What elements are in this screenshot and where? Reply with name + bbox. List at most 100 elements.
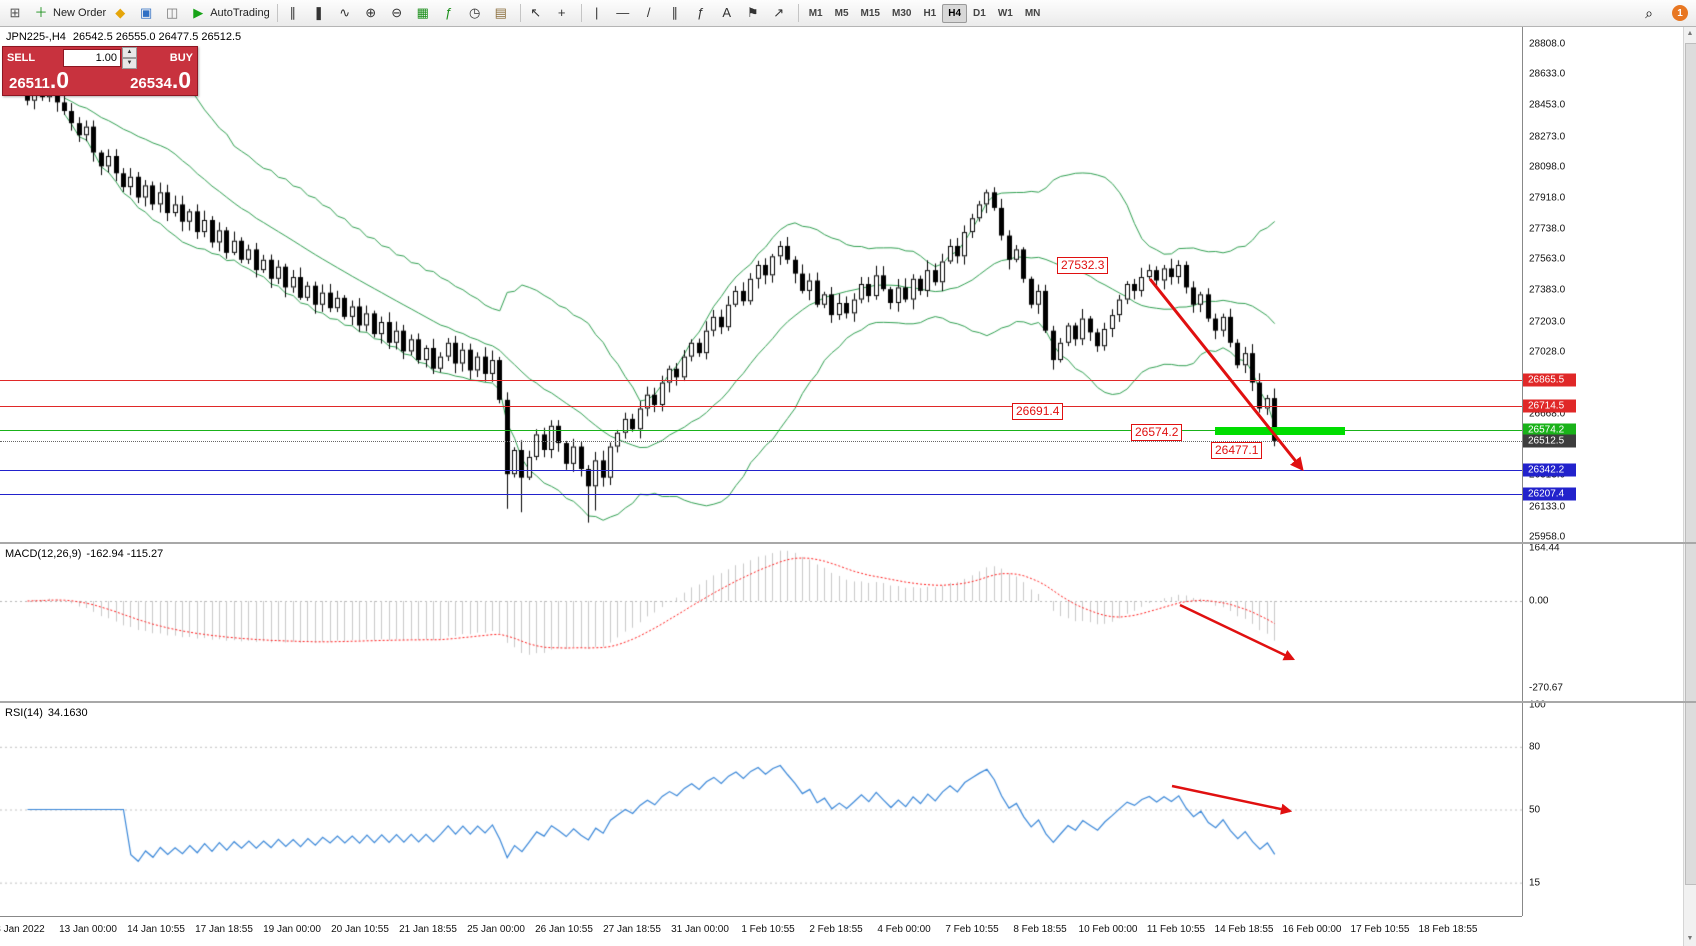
metaeditor-icon: ◆ <box>115 5 126 20</box>
time-axis-label: 2 Feb 18:55 <box>809 924 863 935</box>
price-annotation-label[interactable]: 27532.3 <box>1057 257 1109 274</box>
indicators-button[interactable]: ƒ <box>438 2 464 24</box>
price-trend-arrow[interactable] <box>1148 278 1304 472</box>
price-annotation-label[interactable]: 26691.4 <box>1012 403 1064 420</box>
timeframe-h4[interactable]: H4 <box>942 3 968 23</box>
zoom-in-button[interactable]: ⊕ <box>360 2 386 24</box>
tile-windows-button[interactable]: ▦ <box>412 2 438 24</box>
rsi-label: RSI(14) 34.1630 <box>5 707 93 719</box>
metaeditor-button[interactable]: ◆ <box>109 2 135 24</box>
timeframe-w1[interactable]: W1 <box>997 7 1013 19</box>
time-axis-label: 7 Feb 10:55 <box>945 924 999 935</box>
arrows-button[interactable]: ↗ <box>768 2 794 24</box>
horizontal-level-line[interactable] <box>0 406 1522 407</box>
trend-line-button[interactable]: / <box>638 2 664 24</box>
cursor-icon: ↖ <box>530 5 542 20</box>
main-chart-canvas[interactable] <box>0 27 1522 542</box>
new-order-label: New Order <box>53 7 107 19</box>
horizontal-line-button[interactable]: — <box>612 2 638 24</box>
macd-label: MACD(12,26,9) -162.94 -115.27 <box>5 548 168 560</box>
scroll-down-arrow-icon[interactable]: ▼ <box>1686 935 1694 942</box>
main-chart-panel: JPN225-,H4 26542.5 26555.0 26477.5 26512.… <box>0 27 1522 542</box>
horizontal-level-line[interactable] <box>0 379 1522 381</box>
axis-tick: 27383.0 <box>1529 284 1566 296</box>
price-annotation-label[interactable]: 26477.1 <box>1211 442 1263 459</box>
price-annotation-label[interactable]: 26574.2 <box>1131 424 1183 441</box>
axis-tick: 28808.0 <box>1529 38 1566 50</box>
cursor-button[interactable]: ↖ <box>525 2 551 24</box>
macd-canvas[interactable] <box>0 544 1522 701</box>
macd-trend-arrow[interactable] <box>1179 603 1296 661</box>
autotrading-button[interactable]: ▶ AutoTrading <box>187 2 273 24</box>
time-axis-label: 31 Jan 00:00 <box>671 924 729 935</box>
sell-button[interactable]: 26511.0 <box>9 69 69 92</box>
support-zone-rectangle[interactable] <box>1215 427 1345 435</box>
axis-tick: 27563.0 <box>1529 253 1566 265</box>
timeframe-m30[interactable]: M30 <box>891 7 912 19</box>
macd-panel: MACD(12,26,9) -162.94 -115.27 <box>0 544 1522 701</box>
timeframe-d1[interactable]: D1 <box>973 7 986 19</box>
line-chart-button[interactable]: ∿ <box>334 2 360 24</box>
rsi-indicator-name: RSI(14) <box>5 707 43 719</box>
time-axis-label: 14 Feb 18:55 <box>1214 924 1274 935</box>
horizontal-level-line[interactable] <box>0 440 1522 442</box>
notification-badge[interactable]: 1 <box>1672 5 1688 21</box>
scrollbar-thumb[interactable] <box>1685 43 1696 885</box>
axis-tick: 0.00 <box>1529 595 1549 607</box>
time-axis-label: 18 Feb 18:55 <box>1418 924 1478 935</box>
timeframe-m5[interactable]: M5 <box>834 7 849 19</box>
text-label-button[interactable]: ⚑ <box>742 2 768 24</box>
new-order-button[interactable]: ＋ New Order <box>30 2 109 24</box>
zoom-in-icon: ⊕ <box>365 5 377 20</box>
volume-up-button[interactable]: ▲ <box>122 47 137 58</box>
zoom-out-icon: ⊖ <box>391 5 403 20</box>
search-button[interactable]: ⌕ <box>1638 2 1664 24</box>
horizontal-level-line[interactable] <box>0 430 1522 432</box>
horizontal-level-line[interactable] <box>0 470 1522 472</box>
text-button[interactable]: A <box>716 2 742 24</box>
rsi-canvas[interactable] <box>0 703 1522 916</box>
templates-button[interactable]: ▤ <box>490 2 516 24</box>
buy-price-big-digits: .0 <box>171 67 191 93</box>
vertical-scrollbar[interactable]: ▲ ▼ <box>1683 27 1696 946</box>
periods-button[interactable]: ◷ <box>464 2 490 24</box>
time-axis-label: 8 Feb 18:55 <box>1013 924 1067 935</box>
vertical-line-icon: | <box>595 5 599 20</box>
axis-price-badge: 26512.5 <box>1523 434 1576 448</box>
bar-chart-button[interactable]: ∥ <box>282 2 308 24</box>
vertical-line-button[interactable]: | <box>586 2 612 24</box>
zoom-out-button[interactable]: ⊖ <box>386 2 412 24</box>
equidistant-channel-button[interactable]: ∥ <box>664 2 690 24</box>
axis-tick: 27738.0 <box>1529 223 1566 235</box>
axis-price-badge: 26342.2 <box>1523 463 1576 477</box>
panel-separator[interactable] <box>0 542 1696 544</box>
timeframe-h1[interactable]: H1 <box>923 7 937 19</box>
fibonacci-button[interactable]: ƒ <box>690 2 716 24</box>
market-watch-button[interactable]: ▣ <box>135 2 161 24</box>
timeframe-mn[interactable]: MN <box>1024 7 1041 19</box>
panel-separator[interactable] <box>0 701 1696 703</box>
volume-input[interactable] <box>63 49 121 67</box>
volume-down-button[interactable]: ▼ <box>122 58 137 69</box>
horizontal-level-line[interactable] <box>0 493 1522 495</box>
arrows-icon: ↗ <box>773 5 785 20</box>
templates-icon: ▤ <box>494 5 507 20</box>
search-icon: ⌕ <box>1645 5 1653 21</box>
rsi-trend-arrow[interactable] <box>1171 784 1293 815</box>
candlestick-chart-button[interactable]: ❚ <box>308 2 334 24</box>
timeframe-m15[interactable]: M15 <box>860 7 880 19</box>
scroll-up-arrow-icon[interactable]: ▲ <box>1686 30 1694 37</box>
axis-price-badge: 26865.5 <box>1523 373 1576 387</box>
annotation-arrows-layer <box>1148 278 1304 815</box>
new-chart-button[interactable]: ⊞ <box>4 2 30 24</box>
axis-tick: 26133.0 <box>1529 501 1566 512</box>
time-axis-label: 13 Jan 00:00 <box>59 924 117 935</box>
axis-tick: 27918.0 <box>1529 192 1566 204</box>
timeframe-m1[interactable]: M1 <box>808 7 823 19</box>
crosshair-button[interactable]: + <box>551 2 577 24</box>
buy-button-label: BUY <box>169 52 193 64</box>
buy-button[interactable]: 26534.0 <box>130 69 191 92</box>
navigator-button[interactable]: ◫ <box>161 2 187 24</box>
time-axis-label: 19 Jan 00:00 <box>263 924 321 935</box>
time-axis: 3 Jan 2022 13 Jan 00:00 14 Jan 10:55 17 Jan… <box>0 916 1522 946</box>
